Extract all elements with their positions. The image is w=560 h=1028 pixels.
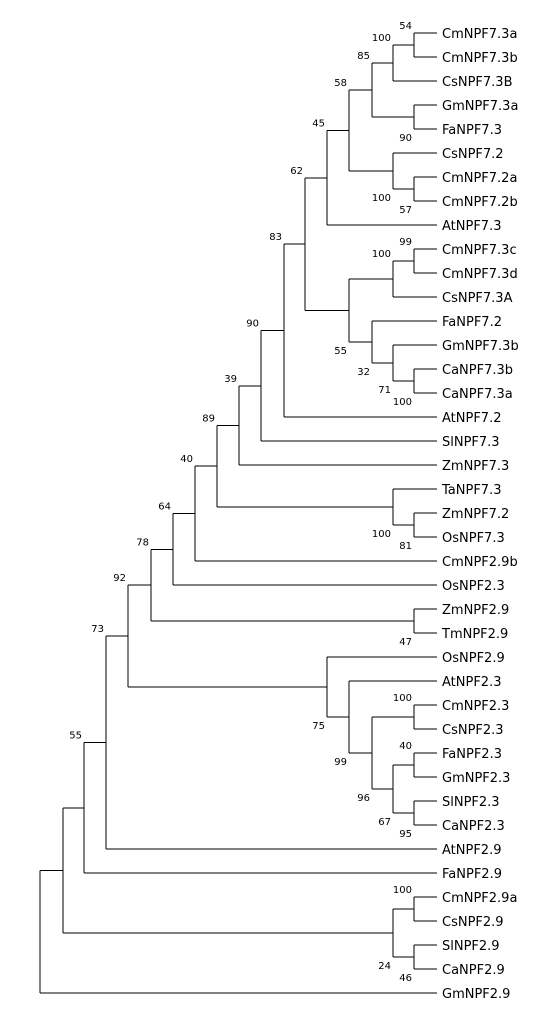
taxon-label: GmNPF2.9 xyxy=(442,987,510,1002)
bootstrap-labels: 5410090855710058459910010071325562839039… xyxy=(69,21,412,984)
bootstrap-value: 85 xyxy=(357,51,370,62)
bootstrap-value: 81 xyxy=(399,541,412,552)
bootstrap-value: 90 xyxy=(246,319,259,330)
bootstrap-value: 100 xyxy=(372,33,391,44)
taxon-label: GmNPF7.3b xyxy=(442,339,519,354)
bootstrap-value: 100 xyxy=(372,193,391,204)
taxon-label: ZmNPF7.2 xyxy=(442,507,509,522)
bootstrap-value: 100 xyxy=(393,397,412,408)
taxon-label: CsNPF7.3A xyxy=(442,291,513,306)
taxon-label: AtNPF2.3 xyxy=(442,675,501,690)
taxon-label: CaNPF2.3 xyxy=(442,819,505,834)
bootstrap-value: 67 xyxy=(378,817,391,828)
bootstrap-value: 100 xyxy=(372,529,391,540)
taxon-label: CmNPF2.3 xyxy=(442,699,509,714)
taxon-label: OsNPF2.3 xyxy=(442,579,505,594)
bootstrap-value: 83 xyxy=(269,232,282,243)
taxon-label: CmNPF7.3c xyxy=(442,243,517,258)
taxon-label: CsNPF2.3 xyxy=(442,723,504,738)
taxon-label: AtNPF7.2 xyxy=(442,411,501,426)
taxon-label: CsNPF2.9 xyxy=(442,915,504,930)
taxon-label: AtNPF7.3 xyxy=(442,219,501,234)
bootstrap-value: 24 xyxy=(378,961,391,972)
taxon-label: CaNPF7.3b xyxy=(442,363,513,378)
bootstrap-value: 73 xyxy=(91,624,104,635)
taxon-label: ZmNPF7.3 xyxy=(442,459,509,474)
bootstrap-value: 62 xyxy=(290,166,303,177)
taxon-label: CmNPF7.3d xyxy=(442,267,518,282)
taxon-label: CsNPF7.3B xyxy=(442,75,512,90)
taxon-label: CaNPF2.9 xyxy=(442,963,505,978)
taxon-labels: CmNPF7.3a CmNPF7.3b CsNPF7.3B GmNPF7.3a FaNP… xyxy=(441,27,519,1002)
bootstrap-value: 46 xyxy=(399,973,412,984)
bootstrap-value: 100 xyxy=(372,249,391,260)
taxon-label: GmNPF2.3 xyxy=(442,771,510,786)
taxon-label: CmNPF7.3a xyxy=(442,27,517,42)
taxon-label: CsNPF7.2 xyxy=(442,147,504,162)
bootstrap-value: 58 xyxy=(334,78,347,89)
bootstrap-value: 57 xyxy=(399,205,412,216)
taxon-label: TaNPF7.3 xyxy=(441,483,501,498)
taxon-label: CmNPF7.3b xyxy=(442,51,518,66)
bootstrap-value: 96 xyxy=(357,793,370,804)
taxon-label: ZmNPF2.9 xyxy=(442,603,509,618)
bootstrap-value: 55 xyxy=(334,346,347,357)
bootstrap-value: 40 xyxy=(180,454,193,465)
bootstrap-value: 45 xyxy=(312,119,325,130)
taxon-label: OsNPF2.9 xyxy=(442,651,505,666)
bootstrap-value: 89 xyxy=(202,413,215,424)
bootstrap-value: 54 xyxy=(399,21,412,32)
taxon-label: CmNPF7.2b xyxy=(442,195,518,210)
bootstrap-value: 39 xyxy=(224,374,237,385)
tree-branches xyxy=(39,32,437,994)
bootstrap-value: 99 xyxy=(334,757,347,768)
bootstrap-value: 40 xyxy=(399,741,412,752)
taxon-label: FaNPF2.9 xyxy=(442,867,502,882)
bootstrap-value: 32 xyxy=(357,367,370,378)
taxon-label: AtNPF2.9 xyxy=(442,843,501,858)
bootstrap-value: 99 xyxy=(399,237,412,248)
taxon-label: FaNPF7.2 xyxy=(442,315,502,330)
taxon-label: CmNPF2.9a xyxy=(442,891,517,906)
taxon-label: CaNPF7.3a xyxy=(442,387,513,402)
bootstrap-value: 92 xyxy=(113,573,126,584)
bootstrap-value: 95 xyxy=(399,829,412,840)
taxon-label: GmNPF7.3a xyxy=(442,99,518,114)
bootstrap-value: 78 xyxy=(136,537,149,548)
bootstrap-value: 100 xyxy=(393,885,412,896)
taxon-label: SlNPF2.3 xyxy=(442,795,500,810)
taxon-label: OsNPF7.3 xyxy=(442,531,505,546)
bootstrap-value: 75 xyxy=(312,721,325,732)
bootstrap-value: 100 xyxy=(393,693,412,704)
bootstrap-value: 55 xyxy=(69,731,82,742)
taxon-label: CmNPF7.2a xyxy=(442,171,517,186)
taxon-label: SlNPF7.3 xyxy=(442,435,500,450)
taxon-label: FaNPF7.3 xyxy=(442,123,502,138)
bootstrap-value: 90 xyxy=(399,133,412,144)
taxon-label: CmNPF2.9b xyxy=(442,555,518,570)
taxon-label: SlNPF2.9 xyxy=(442,939,500,954)
taxon-label: TmNPF2.9 xyxy=(441,627,508,642)
taxon-label: FaNPF2.3 xyxy=(442,747,502,762)
bootstrap-value: 64 xyxy=(158,502,171,513)
bootstrap-value: 71 xyxy=(378,385,391,396)
bootstrap-value: 47 xyxy=(399,637,412,648)
